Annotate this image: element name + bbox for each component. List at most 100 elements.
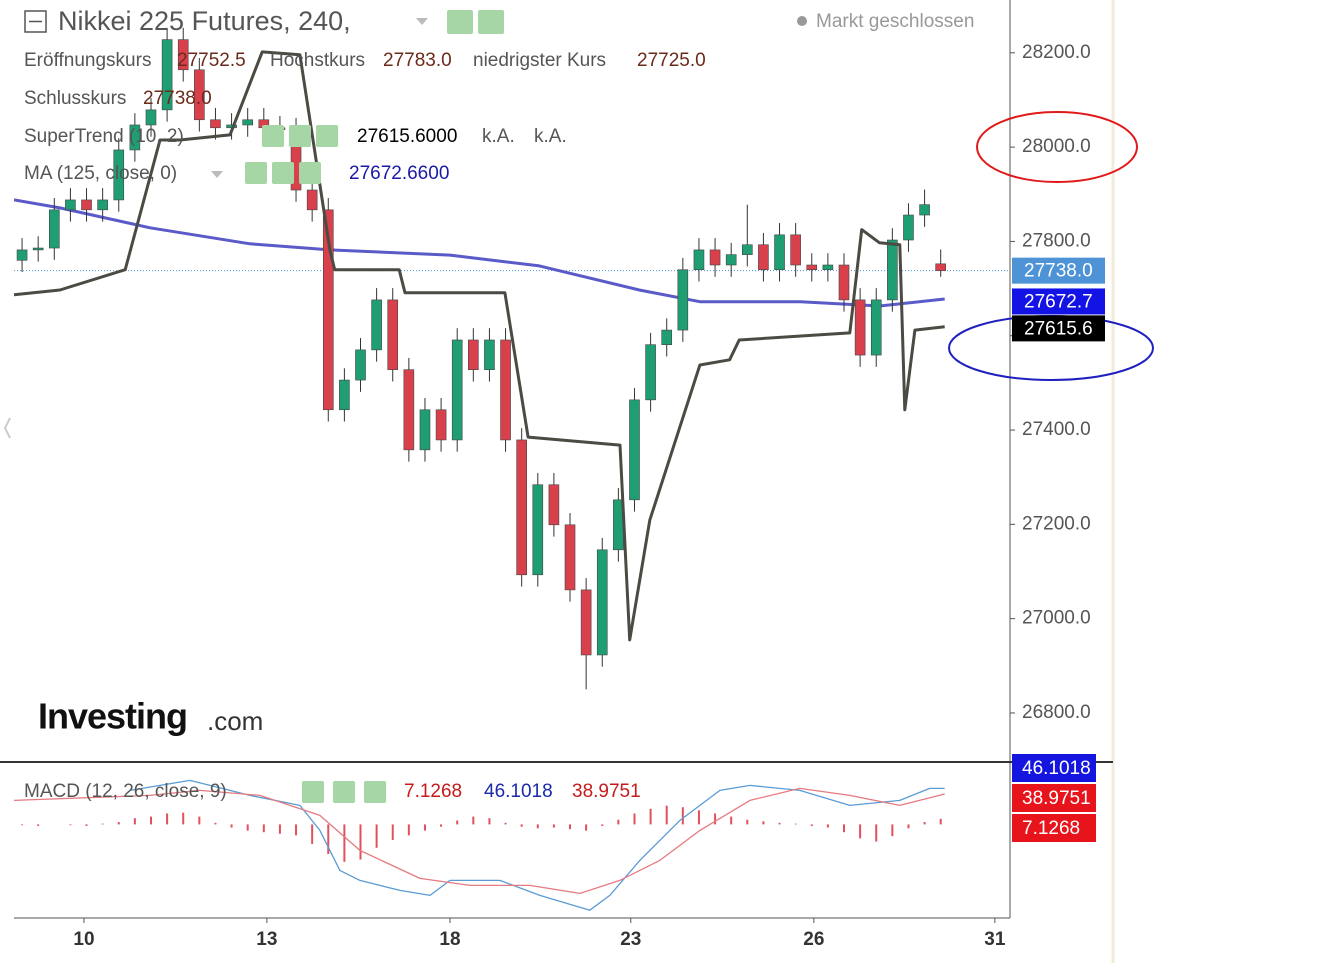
candle-body — [725, 254, 737, 266]
x-tick-label: 18 — [439, 929, 460, 950]
indicator-name: SuperTrend (10, 2) — [24, 126, 184, 147]
y-tick-label: 28200.0 — [1022, 42, 1091, 63]
indicator-value: 27672.6600 — [349, 163, 449, 184]
candle-body — [322, 209, 334, 411]
candle-body — [419, 409, 431, 451]
candle-body — [806, 264, 818, 271]
dropdown-arrow[interactable] — [211, 171, 223, 178]
indicator-value: 38.9751 — [572, 781, 641, 802]
collapse-button[interactable] — [24, 10, 47, 33]
candle-body — [113, 149, 125, 201]
candle-body — [516, 439, 527, 576]
x-tick-label: 31 — [984, 929, 1006, 950]
legend-value: 27752.5 — [177, 50, 246, 71]
x-tick-label: 23 — [620, 929, 641, 950]
candle-body — [210, 119, 221, 129]
x-tick-label: 13 — [256, 929, 277, 950]
logo: .com — [207, 706, 263, 736]
candle-body — [854, 299, 866, 356]
candle-body — [870, 299, 882, 356]
indicator-tag-label: 46.1018 — [1022, 758, 1091, 779]
legend-label: Hochstkurs — [270, 50, 365, 71]
candle-body — [145, 109, 157, 126]
legend-value: 27783.0 — [383, 50, 452, 71]
settings-icon[interactable] — [245, 162, 267, 184]
scroll-handle[interactable] — [3, 417, 11, 439]
dropdown-arrow[interactable] — [416, 18, 428, 25]
candle-body — [484, 339, 495, 370]
legend-value: 27725.0 — [637, 50, 706, 71]
settings-icon[interactable] — [333, 781, 355, 803]
settings-icon[interactable] — [262, 125, 284, 147]
indicator-line — [14, 50, 945, 642]
candle-body — [355, 349, 366, 381]
candle-body — [919, 204, 930, 216]
highlight-ellipse — [976, 111, 1138, 183]
indicator-line — [129, 779, 945, 911]
indicator-name: MA (125, close, 0) — [24, 163, 177, 184]
candle-body — [81, 199, 92, 211]
remove-icon[interactable] — [316, 125, 338, 147]
remove-icon[interactable] — [364, 781, 386, 803]
candle-body — [596, 549, 608, 656]
candle-body — [468, 339, 479, 370]
indicator-name: MACD (12, 26, close, 9) — [24, 781, 227, 802]
legend-label: niedrigster Kurs — [473, 50, 606, 71]
chart-title: Nikkei 225 Futures, 240, — [58, 6, 351, 36]
candle-body — [161, 39, 173, 111]
price-tag — [1012, 288, 1105, 315]
candle-body — [629, 399, 640, 501]
indicator-tag-label: 38.9751 — [1022, 788, 1091, 809]
indicator-value: k.A. — [534, 126, 567, 147]
indicator-value: 7.1268 — [404, 781, 462, 802]
candle-body — [774, 234, 785, 271]
candle-body — [661, 329, 673, 345]
candle-body — [903, 214, 914, 241]
candle-body — [97, 199, 108, 211]
candle-body — [790, 234, 801, 266]
candle-body — [548, 484, 560, 526]
candle-body — [580, 589, 592, 656]
background — [0, 0, 1113, 963]
indicator-value: 46.1018 — [484, 781, 553, 802]
price-plot — [14, 27, 1010, 690]
settings-icon[interactable] — [447, 10, 473, 34]
price-tag — [1012, 257, 1105, 284]
price-tag — [1012, 315, 1105, 342]
indicator-value: k.A. — [482, 126, 515, 147]
remove-icon[interactable] — [299, 162, 321, 184]
y-tick-label: 27200.0 — [1022, 513, 1091, 534]
settings-icon[interactable] — [289, 125, 311, 147]
macd-plot — [14, 779, 945, 911]
candle-body — [129, 124, 141, 151]
candle-body — [500, 339, 511, 441]
candle-body — [65, 199, 76, 211]
x-tick-label: 10 — [73, 929, 94, 950]
candle-body — [242, 119, 253, 126]
x-tick-label: 26 — [803, 929, 824, 950]
candle-body — [387, 299, 399, 370]
candle-body — [822, 264, 834, 271]
indicator-tag-label: 7.1268 — [1022, 818, 1080, 839]
candle-body — [758, 244, 769, 271]
indicator-tag — [1012, 814, 1096, 842]
y-tick-label: 27800.0 — [1022, 230, 1091, 251]
candle-body — [403, 369, 415, 451]
market-status: Markt geschlossen — [816, 11, 974, 32]
legend-label: Schlusskurs — [24, 88, 126, 109]
settings-icon[interactable] — [272, 162, 294, 184]
candle-body — [693, 249, 705, 271]
legend-value: 27738.0 — [143, 88, 212, 109]
candle-body — [16, 249, 28, 261]
indicator-value: 27615.6000 — [357, 126, 457, 147]
settings-icon[interactable] — [478, 10, 504, 34]
candle-body — [32, 247, 44, 251]
legend-label: Eröffnungskurs — [24, 50, 151, 71]
candle-body — [339, 379, 350, 411]
candle-body — [645, 344, 656, 401]
price-tag-label: 27672.7 — [1024, 291, 1093, 312]
logo: Investing — [38, 696, 187, 737]
price-tag-label: 27738.0 — [1024, 261, 1093, 282]
settings-icon[interactable] — [302, 781, 324, 803]
candle-body — [887, 239, 898, 301]
